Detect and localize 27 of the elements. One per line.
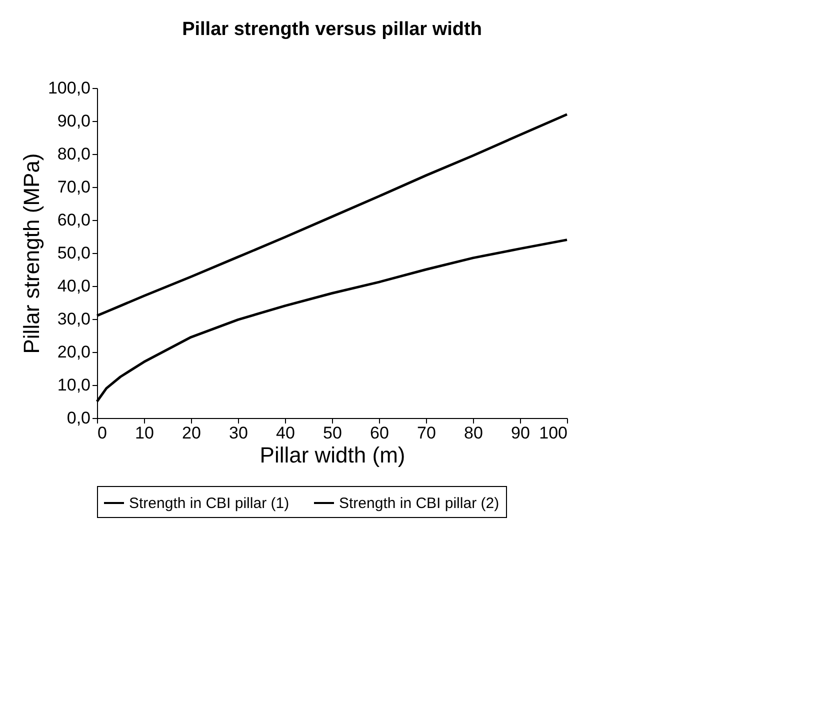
- x-tick-label: 80: [464, 424, 483, 442]
- y-tick-label: 70,0: [57, 178, 90, 196]
- chart-title: Pillar strength versus pillar width: [182, 19, 482, 40]
- y-axis-title: Pillar strength (MPa): [18, 153, 44, 354]
- x-tick-label: 0: [98, 424, 107, 442]
- x-tick-label: 70: [417, 424, 436, 442]
- y-tick-label: 0,0: [66, 408, 90, 428]
- x-tick-label: 60: [370, 424, 389, 442]
- y-tick-label: 10,0: [57, 376, 90, 394]
- legend-label: Strength in CBI pillar (1): [129, 495, 290, 512]
- legend-label: Strength in CBI pillar (2): [339, 495, 500, 512]
- y-tick-label: 80,0: [57, 144, 90, 164]
- y-tick-label: 40,0: [57, 276, 90, 296]
- x-tick-label: 40: [276, 424, 295, 442]
- y-tick-label: 90,0: [57, 112, 90, 130]
- y-tick-label: 30,0: [57, 310, 90, 328]
- x-tick-label: 90: [511, 424, 530, 442]
- y-tick-label: 20,0: [57, 342, 90, 362]
- x-tick-label: 20: [182, 424, 201, 442]
- x-tick-label: 50: [323, 424, 342, 442]
- x-axis-title: Pillar width (m): [260, 442, 406, 468]
- x-tick-label: 30: [229, 424, 248, 442]
- y-tick-label: 60,0: [57, 210, 90, 230]
- y-tick-label: 100,0: [48, 78, 90, 98]
- x-tick-label: 100: [539, 424, 568, 442]
- x-tick-label: 10: [135, 424, 154, 442]
- y-tick-label: 50,0: [57, 244, 90, 262]
